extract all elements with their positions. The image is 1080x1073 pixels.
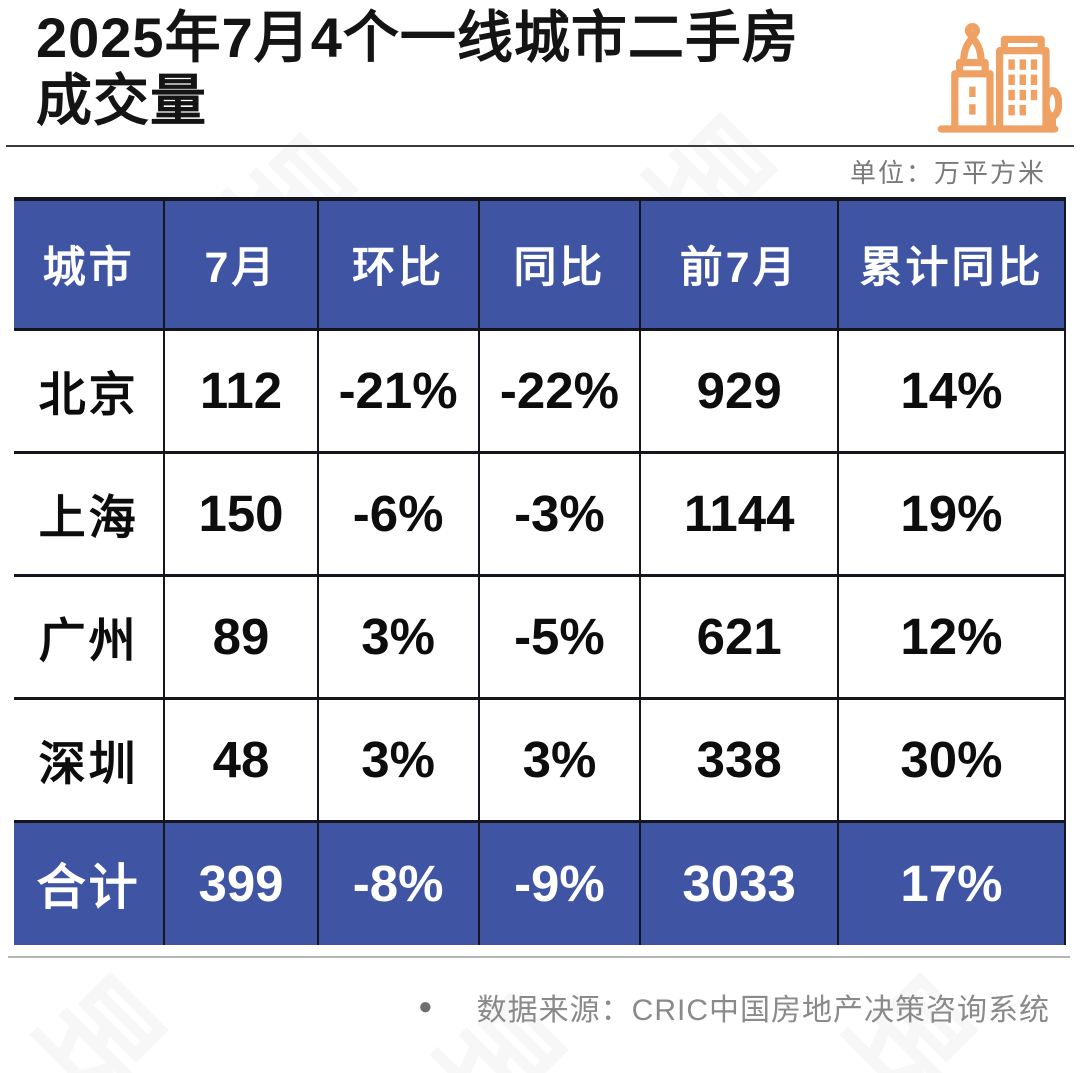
header-cell-july: 7月	[163, 197, 319, 331]
value-cell: 3%	[477, 696, 642, 823]
value-cell: 3%	[316, 573, 480, 700]
total-label-cell: 合计	[14, 819, 166, 945]
city-cell: 广州	[14, 573, 166, 700]
value-cell: 12%	[836, 573, 1067, 700]
city-cell: 深圳	[14, 696, 166, 823]
title-divider	[6, 145, 1074, 147]
value-cell: -6%	[316, 450, 480, 577]
value-cell: -3%	[477, 450, 642, 577]
header-row: 城市 7月 环比 同比 前7月 累计同比	[14, 197, 1067, 331]
total-value-cell: 399	[163, 819, 319, 945]
page-title: 2025年7月4个一线城市二手房 成交量	[36, 6, 799, 132]
value-cell: 89	[163, 573, 319, 700]
header-cell-first7: 前7月	[639, 197, 839, 331]
city-cell: 北京	[14, 327, 166, 454]
value-cell: -21%	[316, 327, 480, 454]
value-cell: -5%	[477, 573, 642, 700]
value-cell: -22%	[477, 327, 642, 454]
city-cell: 上海	[14, 450, 166, 577]
value-cell: 30%	[836, 696, 1067, 823]
value-cell: 3%	[316, 696, 480, 823]
data-table: 城市 7月 环比 同比 前7月 累计同比 北京 112 -21% -22% 92…	[14, 197, 1067, 945]
total-value-cell: 17%	[836, 819, 1067, 945]
value-cell: 621	[639, 573, 839, 700]
value-cell: 1144	[639, 450, 839, 577]
value-cell: 48	[163, 696, 319, 823]
unit-label: 单位：万平方米	[849, 158, 1046, 188]
total-value-cell: -9%	[477, 819, 642, 945]
value-cell: 112	[163, 327, 319, 454]
header-cell-cumyoy: 累计同比	[836, 197, 1067, 331]
title-line-2: 成交量	[36, 69, 207, 132]
header-cell-mom: 环比	[316, 197, 480, 331]
value-cell: 19%	[836, 450, 1067, 577]
value-cell: 14%	[836, 327, 1067, 454]
table-row-guangzhou: 广州 89 3% -5% 621 12%	[14, 573, 1067, 700]
table-row-shanghai: 上海 150 -6% -3% 1144 19%	[14, 450, 1067, 577]
title-line-1: 2025年7月4个一线城市二手房	[36, 6, 799, 69]
total-value-cell: 3033	[639, 819, 839, 945]
total-value-cell: -8%	[316, 819, 480, 945]
city-buildings-icon	[934, 4, 1063, 142]
table-underline	[8, 956, 1070, 958]
source-note: ● 数据来源：CRIC中国房地产决策咨询系统	[0, 984, 1080, 1030]
header-cell-yoy: 同比	[477, 197, 642, 331]
source-text: 数据来源：CRIC中国房地产决策咨询系统	[476, 994, 1050, 1027]
table-row-beijing: 北京 112 -21% -22% 929 14%	[14, 327, 1067, 454]
value-cell: 150	[163, 450, 319, 577]
total-row: 合计 399 -8% -9% 3033 17%	[14, 819, 1067, 945]
table-row-shenzhen: 深圳 48 3% 3% 338 30%	[14, 696, 1067, 823]
value-cell: 338	[639, 696, 839, 823]
bullet-icon: ●	[418, 993, 433, 1020]
header-cell-city: 城市	[14, 197, 166, 331]
value-cell: 929	[639, 327, 839, 454]
